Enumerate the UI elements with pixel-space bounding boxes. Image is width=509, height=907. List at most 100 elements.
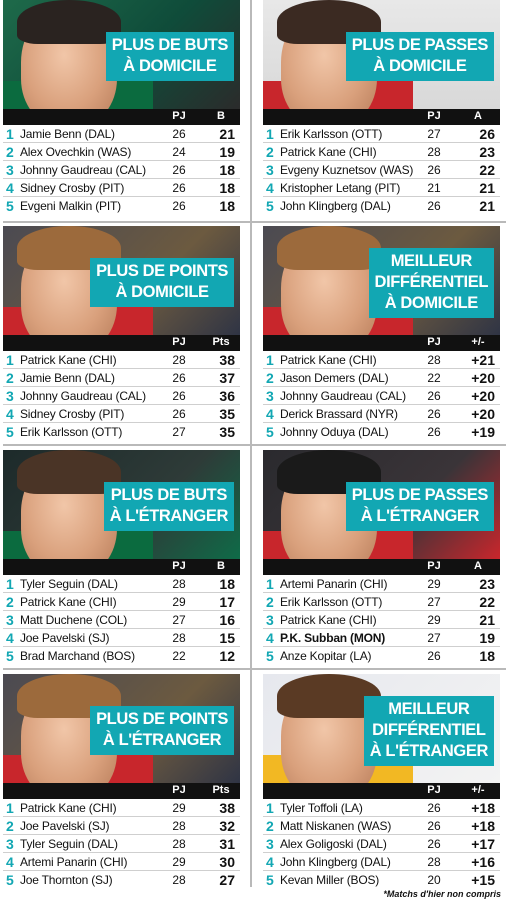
games-played: 26 [427,425,441,439]
stat-value: 17 [219,594,235,610]
player-name: Derick Brassard (NYR) [280,407,398,421]
games-played: 21 [427,181,441,195]
panel-title-line: différentiel [374,273,489,291]
player-name: Artemi Panarin (CHI) [280,577,388,591]
rank-number: 3 [266,162,274,178]
stat-value: +16 [471,854,495,870]
panel-title-line: Plus de points [96,710,228,728]
column-header-games: PJ [427,560,441,572]
player-name: Tyler Seguin (DAL) [20,577,118,591]
table-row: 3 Matt Duchene (COL) 27 16 [3,611,240,629]
panel-title-line: Plus de passes [351,36,489,54]
games-played: 29 [172,801,186,815]
panel-title-line: Plus de buts [111,36,229,54]
column-header-games: PJ [172,784,186,796]
rank-number: 2 [6,818,14,834]
games-played: 29 [172,855,186,869]
games-played: 28 [172,819,186,833]
stats-panel-p3: Plus de points à domicile PJ Pts 1 Patrick Ka… [3,226,240,441]
player-hair [17,450,121,494]
stats-panel-p6: Plus de passes à l'étranger PJ A 1 Artemi Pan… [263,450,500,665]
player-name: Jamie Benn (DAL) [20,371,115,385]
stat-value: 37 [219,370,235,386]
stats-panel-p8: Meilleur différentiel à l'étranger PJ +/- 1 Ty… [263,674,500,889]
games-played: 26 [172,163,186,177]
games-played: 27 [172,613,186,627]
games-played: 29 [427,613,441,627]
player-photo: Plus de passes à domicile [263,0,500,109]
games-played: 26 [427,407,441,421]
player-name: Alex Goligoski (DAL) [280,837,387,851]
table-row: 5 Joe Thornton (SJ) 28 27 [3,871,240,889]
player-name: Tyler Toffoli (LA) [280,801,363,815]
games-played: 26 [172,407,186,421]
stats-panel-p7: Plus de points à l'étranger PJ Pts 1 Patrick … [3,674,240,889]
stat-value: 18 [219,180,235,196]
panel-title: Plus de points à l'étranger [90,706,234,755]
player-photo: Plus de points à l'étranger [3,674,240,783]
table-row: 1 Tyler Toffoli (LA) 26 +18 [263,799,500,817]
rank-number: 5 [6,648,14,664]
stat-value: 23 [479,144,495,160]
stat-value: 21 [219,126,235,142]
games-played: 29 [172,595,186,609]
table-row: 3 Alex Goligoski (DAL) 26 +17 [263,835,500,853]
stat-value: 18 [219,162,235,178]
games-played: 27 [427,631,441,645]
table-row: 5 Kevan Miller (BOS) 20 +15 [263,871,500,889]
panel-title: Plus de buts à l'étranger [103,482,234,531]
rank-number: 3 [266,388,274,404]
player-name: Erik Karlsson (OTT) [280,595,383,609]
games-played: 27 [427,127,441,141]
games-played: 26 [427,199,441,213]
table-row: 2 Jamie Benn (DAL) 26 37 [3,369,240,387]
panel-title-line: à domicile [115,283,209,301]
rank-number: 4 [6,854,14,870]
ranking-list: 1 Tyler Seguin (DAL) 28 18 2 Patrick Kane (CH… [3,575,240,665]
table-row: 3 Johnny Gaudreau (CAL) 26 36 [3,387,240,405]
table-row: 2 Matt Niskanen (WAS) 26 +18 [263,817,500,835]
player-name: John Klingberg (DAL) [280,855,391,869]
table-row: 2 Jason Demers (DAL) 22 +20 [263,369,500,387]
table-row: 5 Erik Karlsson (OTT) 27 35 [3,423,240,441]
rank-number: 1 [6,126,14,142]
stat-value: 18 [219,198,235,214]
horizontal-divider [3,668,506,670]
stat-value: 18 [479,648,495,664]
player-name: Erik Karlsson (OTT) [20,425,123,439]
rank-number: 2 [6,370,14,386]
stat-value: +19 [471,424,495,440]
stat-value: 19 [219,144,235,160]
table-row: 3 Johnny Gaudreau (CAL) 26 18 [3,161,240,179]
table-row: 4 Sidney Crosby (PIT) 26 18 [3,179,240,197]
rank-number: 3 [266,612,274,628]
stat-value: 21 [479,612,495,628]
games-played: 22 [427,371,441,385]
panel-title-line: à l'étranger [360,507,480,525]
player-name: Patrick Kane (CHI) [280,353,377,367]
player-hair [17,0,121,44]
stat-value: +20 [471,388,495,404]
games-played: 20 [427,873,441,887]
horizontal-divider [3,221,506,223]
panel-title: Plus de points à domicile [90,258,234,307]
panel-title-line: Meilleur [388,700,470,718]
player-name: Evgeny Kuznetsov (WAS) [280,163,414,177]
stat-value: +18 [471,818,495,834]
player-name: Evgeni Malkin (PIT) [20,199,121,213]
table-row: 2 Patrick Kane (CHI) 28 23 [263,143,500,161]
rank-number: 2 [266,594,274,610]
table-row: 4 Derick Brassard (NYR) 26 +20 [263,405,500,423]
games-played: 26 [172,199,186,213]
stat-value: +20 [471,406,495,422]
games-played: 26 [172,371,186,385]
panel-title-line: Plus de points [96,262,228,280]
rank-number: 5 [266,198,274,214]
player-name: Kristopher Letang (PIT) [280,181,401,195]
player-name: Erik Karlsson (OTT) [280,127,383,141]
stat-value: 15 [219,630,235,646]
player-name: John Klingberg (DAL) [280,199,391,213]
stat-value: 31 [219,836,235,852]
player-name: Patrick Kane (CHI) [20,801,117,815]
player-name: Alex Ovechkin (WAS) [20,145,132,159]
